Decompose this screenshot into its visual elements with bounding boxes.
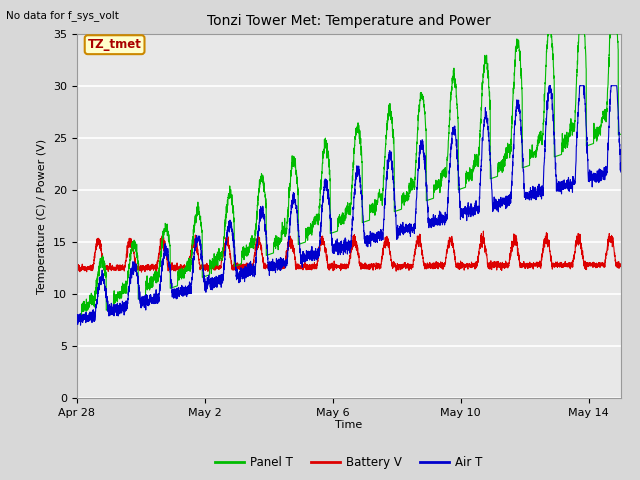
Panel T <box>385 108 392 113</box>
Panel T <box>344 208 352 214</box>
Air T <box>546 83 554 89</box>
Battery V <box>344 264 352 270</box>
Air T <box>275 261 282 267</box>
Panel T <box>538 136 545 142</box>
Y-axis label: Temperature (C) / Power (V): Temperature (C) / Power (V) <box>37 138 47 294</box>
Battery V <box>538 257 545 263</box>
Air T <box>73 315 81 321</box>
Legend: Panel T, Battery V, Air T: Panel T, Battery V, Air T <box>210 452 488 474</box>
Text: No data for f_sys_volt: No data for f_sys_volt <box>6 10 119 21</box>
Title: Tonzi Tower Met: Temperature and Power: Tonzi Tower Met: Temperature and Power <box>207 14 491 28</box>
Panel T <box>275 240 282 245</box>
X-axis label: Time: Time <box>335 420 362 430</box>
Battery V <box>73 266 81 272</box>
Battery V <box>479 228 487 234</box>
Battery V <box>385 243 393 249</box>
Panel T <box>544 31 552 36</box>
Line: Battery V: Battery V <box>77 231 621 272</box>
Battery V <box>275 265 282 271</box>
Battery V <box>138 269 145 275</box>
Panel T <box>617 132 625 137</box>
Panel T <box>339 221 346 227</box>
Panel T <box>291 155 298 161</box>
Battery V <box>291 252 298 257</box>
Battery V <box>339 264 346 270</box>
Line: Panel T: Panel T <box>77 34 621 320</box>
Air T <box>291 200 298 205</box>
Air T <box>617 169 625 175</box>
Battery V <box>617 261 625 267</box>
Air T <box>339 246 346 252</box>
Text: TZ_tmet: TZ_tmet <box>88 38 141 51</box>
Air T <box>538 196 545 202</box>
Line: Air T: Air T <box>77 86 621 325</box>
Air T <box>77 322 84 328</box>
Air T <box>344 247 352 252</box>
Air T <box>385 159 393 165</box>
Panel T <box>73 317 81 323</box>
